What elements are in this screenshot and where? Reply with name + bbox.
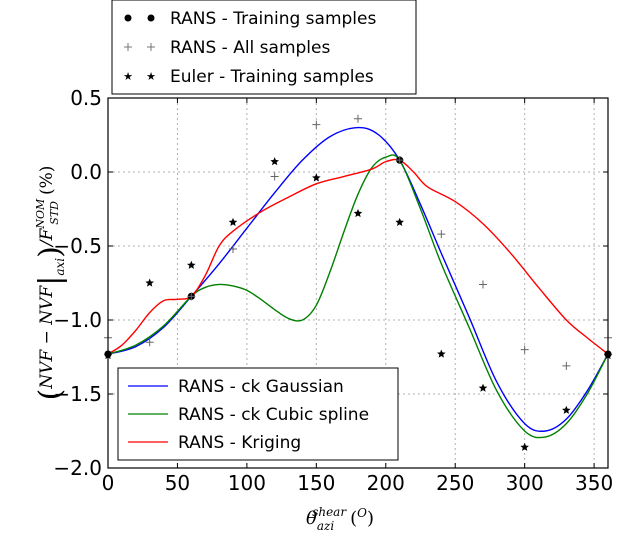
x-tick-label: 150 — [297, 471, 335, 495]
y-tick-label: 0.0 — [70, 160, 102, 184]
x-tick-label: 350 — [575, 471, 613, 495]
y-tick-label: −1.0 — [53, 308, 102, 332]
svg-text:★: ★ — [123, 70, 133, 83]
euler-training-point — [228, 217, 238, 226]
line-series — [107, 126, 609, 439]
series-line-rans-ck-gaussian — [107, 126, 609, 433]
x-tick-label: 250 — [436, 471, 474, 495]
legend-entry-kriging: RANS - Kriging — [128, 433, 301, 453]
euler-training-point — [478, 383, 488, 392]
svg-text:(NVF − NVF|axi)/FNOMSTD(%): (NVF − NVF|axi)/FNOMSTD(%) — [33, 166, 68, 401]
rans-all-point — [520, 345, 529, 354]
y-axis-label: (NVF − NVF|axi)/FNOMSTD(%) — [33, 166, 68, 401]
series-line-rans-ck-cubic-spline — [107, 154, 609, 439]
rans-all-point — [312, 120, 321, 129]
plot-frame — [107, 97, 609, 469]
euler-training-point — [395, 217, 404, 226]
series-line-rans-kriging — [107, 158, 609, 355]
legend-label: RANS - ck Cubic spline — [178, 405, 369, 425]
rans-all-point — [270, 172, 279, 181]
legend-label: RANS - Kriging — [178, 433, 301, 453]
euler-training-point — [353, 208, 363, 218]
euler-training-point — [312, 173, 321, 182]
rans-all-point — [479, 280, 487, 289]
x-tick-label: 200 — [367, 471, 405, 495]
ticks: 0 50 100 150 200 250 300 350 0.5 0.0 −0.5 −1.0 −1.5 −… — [53, 86, 613, 495]
svg-text:θazishear(O): θazishear (O) — [306, 505, 374, 533]
euler-training-point — [437, 349, 446, 358]
rans-all-point — [187, 292, 196, 301]
y-tick-label: −2.0 — [53, 456, 102, 480]
euler-training-point — [520, 442, 529, 451]
legend-label: RANS - All samples — [170, 38, 330, 58]
legend-label: RANS - ck Gaussian — [178, 377, 344, 397]
y-tick-label: 0.5 — [70, 86, 102, 110]
bottom-legend: RANS - ck Gaussian RANS - ck Cubic splin… — [117, 367, 399, 461]
y-tick-label: −1.5 — [53, 382, 102, 406]
top-legend-box — [111, 0, 417, 95]
rans-all-point — [437, 230, 446, 239]
svg-text:★: ★ — [146, 70, 156, 83]
top-legend: RANS - Training samples RANS - All sampl… — [111, 0, 417, 95]
x-tick-label: 0 — [102, 471, 115, 495]
legend-label: RANS - Training samples — [170, 9, 376, 29]
legend-entry-rans-all: RANS - All samples — [124, 38, 330, 58]
legend-entry-rans-training: RANS - Training samples — [124, 9, 376, 29]
rans-all-point — [562, 361, 571, 370]
euler-training-point — [562, 405, 571, 414]
legend-entry-cubic-spline: RANS - ck Cubic spline — [128, 405, 369, 425]
x-axis-label: θazishear (O) — [306, 505, 374, 533]
y-tick-label: −0.5 — [53, 234, 102, 258]
x-tick-label: 100 — [228, 471, 266, 495]
euler-training-point — [187, 260, 196, 269]
rans-all-point — [354, 114, 362, 123]
legend-entry-gaussian: RANS - ck Gaussian — [128, 377, 344, 397]
euler-training-point — [270, 157, 279, 166]
euler-training-point — [145, 278, 154, 287]
legend-entry-euler-training: ★ ★ Euler - Training samples — [123, 67, 374, 87]
rans-all-point — [229, 244, 237, 253]
x-tick-label: 300 — [506, 471, 544, 495]
legend-label: Euler - Training samples — [170, 67, 374, 87]
rans-all-point — [145, 338, 154, 347]
x-tick-label: 50 — [165, 471, 190, 495]
rans-all-point — [395, 156, 404, 165]
